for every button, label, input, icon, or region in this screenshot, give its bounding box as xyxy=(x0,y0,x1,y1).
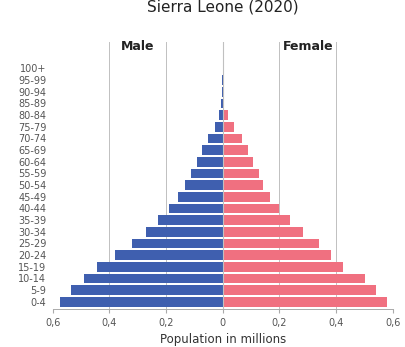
Bar xyxy=(115,251,223,260)
Bar xyxy=(223,274,364,283)
Bar xyxy=(223,285,376,295)
Bar xyxy=(197,157,223,167)
Bar xyxy=(222,87,223,96)
Bar xyxy=(96,262,223,272)
Bar xyxy=(223,262,343,272)
Bar xyxy=(84,274,223,283)
Bar xyxy=(223,99,224,108)
Bar xyxy=(223,134,242,143)
X-axis label: Population in millions: Population in millions xyxy=(160,333,286,346)
Bar xyxy=(215,122,223,132)
Bar xyxy=(223,157,254,167)
Bar xyxy=(191,169,223,178)
Bar xyxy=(185,180,223,190)
Text: Female: Female xyxy=(283,40,333,53)
Bar xyxy=(223,251,331,260)
Bar xyxy=(71,285,223,295)
Bar xyxy=(223,239,319,248)
Bar xyxy=(223,297,387,307)
Bar xyxy=(223,110,228,120)
Bar xyxy=(221,99,223,108)
Bar xyxy=(132,239,223,248)
Title: Sierra Leone (2020): Sierra Leone (2020) xyxy=(147,0,298,14)
Bar xyxy=(223,227,303,237)
Bar xyxy=(178,192,223,202)
Bar xyxy=(223,169,259,178)
Bar xyxy=(202,145,223,155)
Bar xyxy=(223,122,234,132)
Bar xyxy=(223,145,248,155)
Bar xyxy=(223,215,290,225)
Bar xyxy=(158,215,223,225)
Bar xyxy=(60,297,223,307)
Bar xyxy=(223,180,263,190)
Bar xyxy=(219,110,223,120)
Bar xyxy=(223,192,271,202)
Bar xyxy=(146,227,223,237)
Bar xyxy=(223,204,279,213)
Bar xyxy=(208,134,223,143)
Text: Male: Male xyxy=(121,40,154,53)
Bar xyxy=(169,204,223,213)
